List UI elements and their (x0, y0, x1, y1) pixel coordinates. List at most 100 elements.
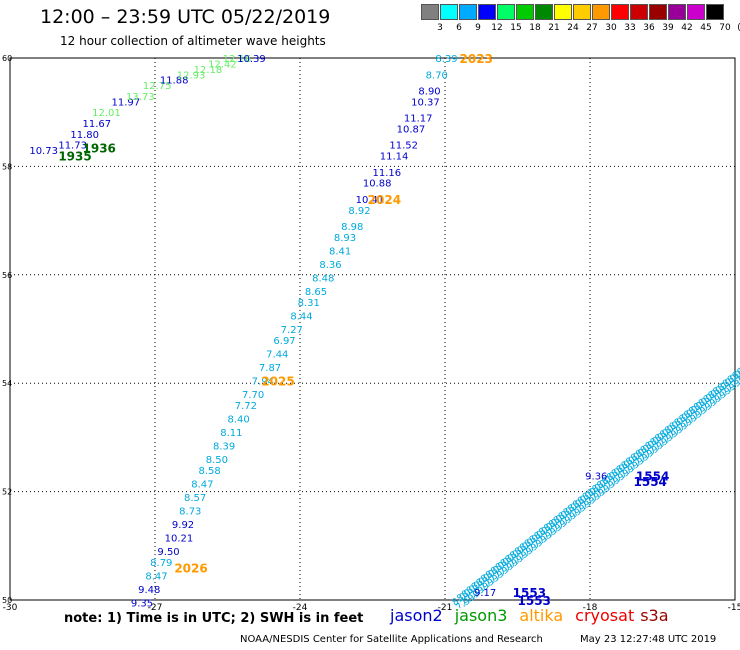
wave-height-value: 12.01 (92, 108, 121, 119)
scale-label: (ft) (732, 23, 740, 33)
wave-height-value: 9.35 (131, 599, 153, 610)
wave-height-value: 11.17 (404, 114, 433, 125)
wave-height-value: 11.67 (83, 119, 112, 130)
wave-height-value: 13.73 (126, 92, 155, 103)
wave-height-value: 7.44 (266, 349, 288, 360)
scale-swatch (630, 4, 648, 20)
wave-height-value: 6.97 (273, 336, 295, 347)
wave-height-value: 8.40 (228, 414, 250, 425)
dense-track-value: 7.9 (730, 374, 740, 391)
wave-height-value: 9.17 (474, 588, 496, 599)
scale-swatch (592, 4, 610, 20)
lon-tick-label: -18 (583, 603, 598, 613)
scale-swatch (687, 4, 705, 20)
scale-swatch (535, 4, 553, 20)
scale-swatch (649, 4, 667, 20)
map-title: 12:00 – 23:59 UTC 05/22/2019 (40, 6, 331, 28)
scale-label: 33 (624, 23, 636, 33)
scale-swatch (668, 4, 686, 20)
scale-swatch (478, 4, 496, 20)
wave-height-value: 10.88 (363, 179, 392, 190)
lon-tick-label: -24 (293, 603, 308, 613)
lat-tick-label: 54 (2, 379, 12, 388)
wave-height-value: 10.41 (356, 195, 385, 206)
pass-time-label: 1936 (83, 141, 116, 155)
satellite-legend: jason2 jason3 altika cryosat s3a (390, 606, 681, 625)
wave-height-value: 8.92 (348, 206, 370, 217)
scale-label: 45 (700, 23, 712, 33)
wave-height-value: 8.79 (150, 558, 172, 569)
scale-label: 39 (662, 23, 674, 33)
wave-height-value: 12.93 (177, 70, 206, 81)
wave-height-value: 10.87 (397, 124, 426, 135)
wave-height-value: 7.94 (252, 376, 274, 387)
pass-time-label: 1935 (58, 150, 91, 164)
wave-height-value: 10.39 (237, 54, 266, 65)
wave-height-value: 12.42 (208, 59, 237, 70)
scale-swatch (459, 4, 477, 20)
wave-height-value: 11.88 (160, 76, 189, 87)
legend-jason3: jason3 (454, 606, 508, 625)
wave-height-value: 9.48 (138, 585, 160, 596)
wave-height-value: 7.87 (259, 363, 281, 374)
wave-height-value: 8.47 (145, 572, 167, 583)
wave-height-value: 8.98 (341, 222, 363, 233)
wave-height-value: 11.80 (70, 130, 99, 141)
scale-label: 3 (437, 23, 443, 33)
legend-s3a: s3a (640, 606, 669, 625)
pass-time-label: 1553 (518, 594, 551, 608)
wave-height-value: 8.11 (220, 428, 242, 439)
wave-height-value: 8.39 (213, 442, 235, 453)
map-subtitle: 12 hour collection of altimeter wave hei… (60, 34, 326, 48)
wave-height-value: 11.16 (373, 168, 402, 179)
wave-height-value: 8.70 (426, 70, 448, 81)
scale-swatch (440, 4, 458, 20)
wave-height-value: 9.92 (172, 520, 194, 531)
wave-height-value: 12.75 (143, 81, 172, 92)
scale-swatch (554, 4, 572, 20)
pass-time-label: 2024 (368, 193, 401, 207)
scale-label: 70 (719, 23, 731, 33)
wave-height-value: 11.14 (380, 152, 409, 163)
wave-height-value: 8.41 (329, 246, 351, 257)
scale-swatch (516, 4, 534, 20)
scale-label: 42 (681, 23, 693, 33)
wave-height-value: 8.44 (290, 311, 312, 322)
wave-height-value: 7.72 (235, 401, 257, 412)
pass-time-label: 2025 (261, 374, 294, 388)
wave-height-value: 7.27 (281, 325, 303, 336)
footnote: note: 1) Time is in UTC; 2) SWH is in fe… (64, 611, 364, 626)
pass-time-label: 1553 (513, 586, 546, 600)
lon-tick-label: -30 (3, 603, 18, 613)
wave-height-value: 8.93 (334, 233, 356, 244)
wave-height-value: 9.36 (585, 471, 607, 482)
scale-label: 18 (529, 23, 541, 33)
dense-track-value: 8.0 (736, 361, 740, 378)
dense-track-value: 7.9 (455, 597, 473, 614)
pass-time-label: 2023 (460, 52, 493, 66)
pass-time-label: 1554 (636, 469, 669, 483)
scale-label: 24 (567, 23, 579, 33)
scale-label: 27 (586, 23, 598, 33)
wave-height-value: 11.97 (112, 97, 141, 108)
scale-label: 6 (456, 23, 462, 33)
lat-tick-label: 58 (2, 162, 12, 171)
wave-height-value: 8.36 (319, 260, 341, 271)
scale-label: 36 (643, 23, 655, 33)
scale-swatch (611, 4, 629, 20)
scale-swatch (573, 4, 591, 20)
pass-time-label: 1554 (634, 475, 667, 489)
wave-height-value: 8.31 (298, 298, 320, 309)
wave-height-value: 8.90 (418, 87, 440, 98)
wave-height-value: 10.21 (165, 534, 194, 545)
lat-tick-label: 60 (2, 54, 12, 63)
generated-timestamp: May 23 12:27:48 UTC 2019 (580, 634, 717, 645)
pass-time-label: 2026 (174, 561, 207, 575)
wave-height-value: 9.50 (157, 547, 179, 558)
wave-height-value: 11.73 (58, 141, 87, 152)
wave-height-value: 12.18 (194, 65, 223, 76)
wave-height-value: 8.39 (435, 54, 457, 65)
wave-height-value: 8.57 (184, 493, 206, 504)
wave-height-value: 8.73 (179, 507, 201, 518)
